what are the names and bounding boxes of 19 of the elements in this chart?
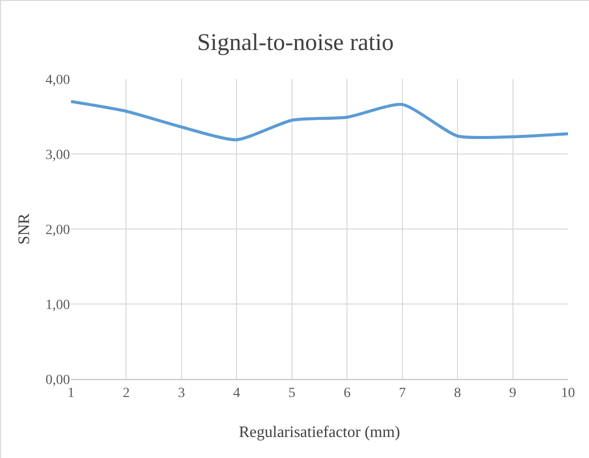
y-tick-label: 4,00 — [46, 72, 70, 88]
y-tick-label: 3,00 — [46, 148, 70, 163]
x-tick-label: 5 — [288, 386, 296, 401]
y-axis-title: SNR — [16, 213, 33, 245]
y-tick-label: 0,00 — [46, 372, 70, 388]
x-tick-label: 1 — [68, 386, 74, 401]
x-axis-title: Regularisatiefactor (mm) — [238, 424, 400, 441]
x-tick-label: 6 — [344, 386, 351, 401]
y-tick-label: 1,00 — [46, 298, 70, 313]
x-tick-label: 3 — [178, 386, 185, 401]
chart-title: Signal-to-noise ratio — [197, 30, 394, 56]
x-tick-label: 8 — [454, 386, 462, 401]
x-tick-label: 10 — [561, 386, 575, 401]
x-tick-label: 9 — [509, 386, 516, 401]
line-series — [71, 100, 568, 142]
x-tick-label: 2 — [122, 386, 130, 401]
y-tick-label: 2,00 — [46, 222, 70, 238]
x-tick-label: 7 — [398, 386, 406, 401]
x-tick-label: 4 — [233, 386, 240, 401]
